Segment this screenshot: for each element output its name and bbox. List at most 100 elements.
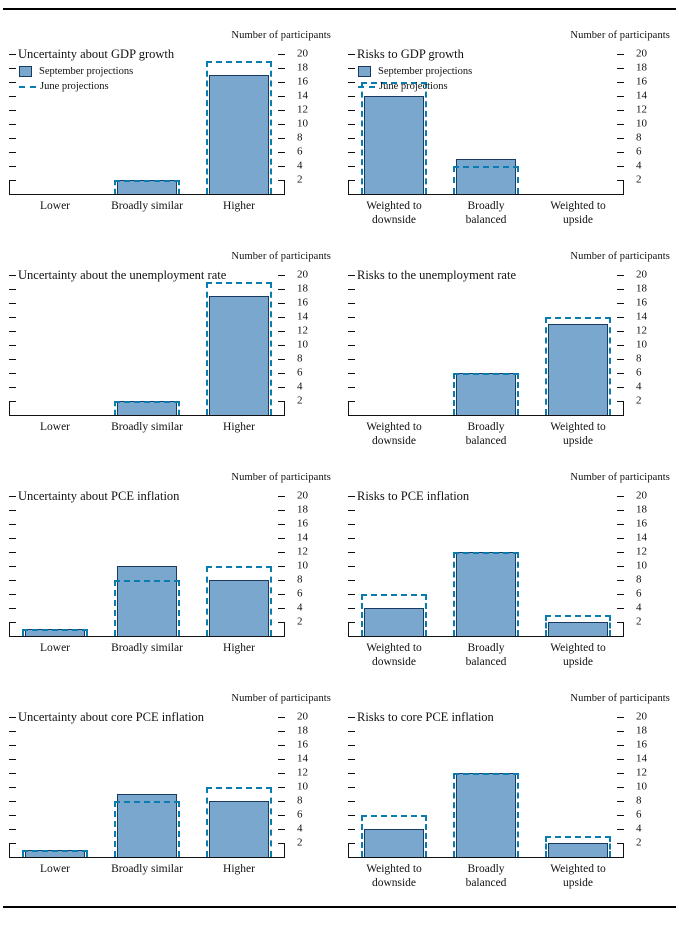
plot-row: Risks to PCE inflation 2 4 6 8 10 12 14 16 18 20 — [348, 486, 670, 638]
axis-endcap-left — [348, 180, 350, 194]
right-tick-mark — [617, 579, 624, 582]
right-tick-mark — [617, 386, 624, 389]
right-tick-mark — [617, 372, 624, 375]
bar-september — [364, 829, 424, 858]
chart-panel: Number of participants Uncertainty about … — [9, 251, 331, 448]
chart-panel: Number of participants Risks to PCE infla… — [348, 472, 670, 669]
june-projection-outline — [114, 401, 180, 416]
category-labels: Lower Broadly similar Higher — [9, 420, 285, 434]
category-label: Weighted to upside — [550, 200, 606, 227]
june-projection-outline — [453, 372, 519, 416]
y-axis: 2 4 6 8 10 12 14 16 18 20 — [624, 707, 670, 857]
category-label: Broadly similar — [111, 421, 183, 434]
right-tick-mark — [278, 358, 285, 361]
axis-endcap-left — [348, 843, 350, 858]
category-label: Weighted to upside — [550, 863, 606, 890]
right-tick-mark — [617, 815, 624, 817]
bar-september — [117, 565, 177, 637]
plot-area: Risks to PCE inflation — [348, 486, 624, 638]
plot-area: Uncertainty about PCE inflation — [9, 486, 285, 638]
right-tick-mark — [278, 843, 285, 845]
june-projection-outline — [114, 580, 180, 637]
category-label: Higher — [223, 642, 255, 655]
plot-area: Risks to core PCE inflation — [348, 707, 624, 859]
right-tick-mark — [278, 123, 285, 126]
right-tick-mark — [278, 274, 285, 277]
axis-endcap-left — [348, 401, 350, 416]
legend-label-september: September projections — [378, 66, 473, 77]
chart-panel: Number of participants Uncertainty about … — [9, 472, 331, 669]
participants-label: Number of participants — [570, 251, 670, 263]
right-tick-mark — [278, 608, 285, 610]
chart-title: Risks to PCE inflation — [357, 489, 470, 504]
bar-september — [456, 772, 516, 858]
right-tick-mark — [617, 537, 624, 540]
left-tick-mark — [9, 151, 16, 154]
left-tick-mark — [348, 594, 355, 596]
charts-grid: Number of participants Uncertainty about … — [9, 30, 679, 890]
left-tick-mark — [348, 579, 355, 582]
bar-september — [548, 843, 608, 858]
june-projection-outline — [453, 772, 519, 858]
y-tick-label: 14 — [636, 531, 647, 544]
y-tick-label: 18 — [636, 724, 647, 737]
left-tick-mark — [9, 829, 16, 831]
right-tick-mark — [617, 123, 624, 126]
y-tick-label: 2 — [636, 394, 642, 407]
right-tick-mark — [278, 716, 285, 719]
left-tick-mark — [9, 509, 16, 512]
bar-september — [364, 95, 424, 194]
right-tick-mark — [617, 179, 624, 182]
y-tick-label: 10 — [297, 338, 308, 351]
right-tick-mark — [617, 401, 624, 403]
right-tick-mark — [278, 523, 285, 526]
left-tick-mark — [9, 95, 16, 98]
y-tick-label: 4 — [297, 159, 303, 172]
y-tick-label: 14 — [297, 531, 308, 544]
y-tick-label: 8 — [297, 131, 303, 144]
right-tick-mark — [278, 801, 285, 803]
y-tick-label: 20 — [297, 268, 308, 281]
y-tick-label: 12 — [297, 766, 308, 779]
category-labels: Lower Broadly similar Higher — [9, 862, 285, 876]
y-tick-label: 4 — [636, 822, 642, 835]
participants-label: Number of participants — [570, 693, 670, 705]
right-tick-mark — [617, 509, 624, 512]
right-tick-mark — [278, 372, 285, 375]
left-tick-mark — [9, 495, 16, 498]
left-tick-mark — [348, 495, 355, 498]
left-tick-mark — [9, 608, 16, 610]
y-tick-label: 20 — [297, 710, 308, 723]
june-projection-outline — [114, 801, 180, 858]
y-axis: 2 4 6 8 10 12 14 16 18 20 — [624, 486, 670, 636]
left-tick-mark — [9, 288, 16, 291]
right-tick-mark — [278, 81, 285, 84]
left-tick-mark — [348, 509, 355, 512]
plot-area: Risks to GDP growth September projections… — [348, 44, 624, 195]
category-labels: Weighted to downside Broadly balanced Weig… — [348, 420, 624, 448]
right-tick-mark — [278, 109, 285, 112]
y-tick-label: 4 — [636, 159, 642, 172]
left-tick-mark — [348, 608, 355, 610]
y-tick-label: 14 — [636, 89, 647, 102]
left-tick-mark — [9, 758, 16, 761]
y-tick-label: 14 — [636, 310, 647, 323]
left-tick-mark — [348, 843, 355, 845]
june-projection-outline — [361, 81, 427, 194]
left-tick-mark — [9, 787, 16, 789]
participants-label: Number of participants — [231, 30, 331, 41]
right-tick-mark — [278, 302, 285, 305]
y-tick-label: 20 — [636, 47, 647, 60]
axis-endcap-right — [283, 843, 285, 858]
right-tick-mark — [278, 565, 285, 568]
left-tick-mark — [9, 53, 16, 56]
plot-area: Uncertainty about core PCE inflation — [9, 707, 285, 859]
bar-september — [548, 622, 608, 637]
y-tick-label: 8 — [636, 131, 642, 144]
chart-title: Uncertainty about core PCE inflation — [18, 710, 205, 725]
participants-label: Number of participants — [231, 251, 331, 263]
chart-panel: Number of participants Risks to GDP growt… — [348, 30, 670, 227]
right-tick-mark — [617, 81, 624, 84]
y-tick-label: 14 — [297, 89, 308, 102]
category-label: Higher — [223, 863, 255, 876]
